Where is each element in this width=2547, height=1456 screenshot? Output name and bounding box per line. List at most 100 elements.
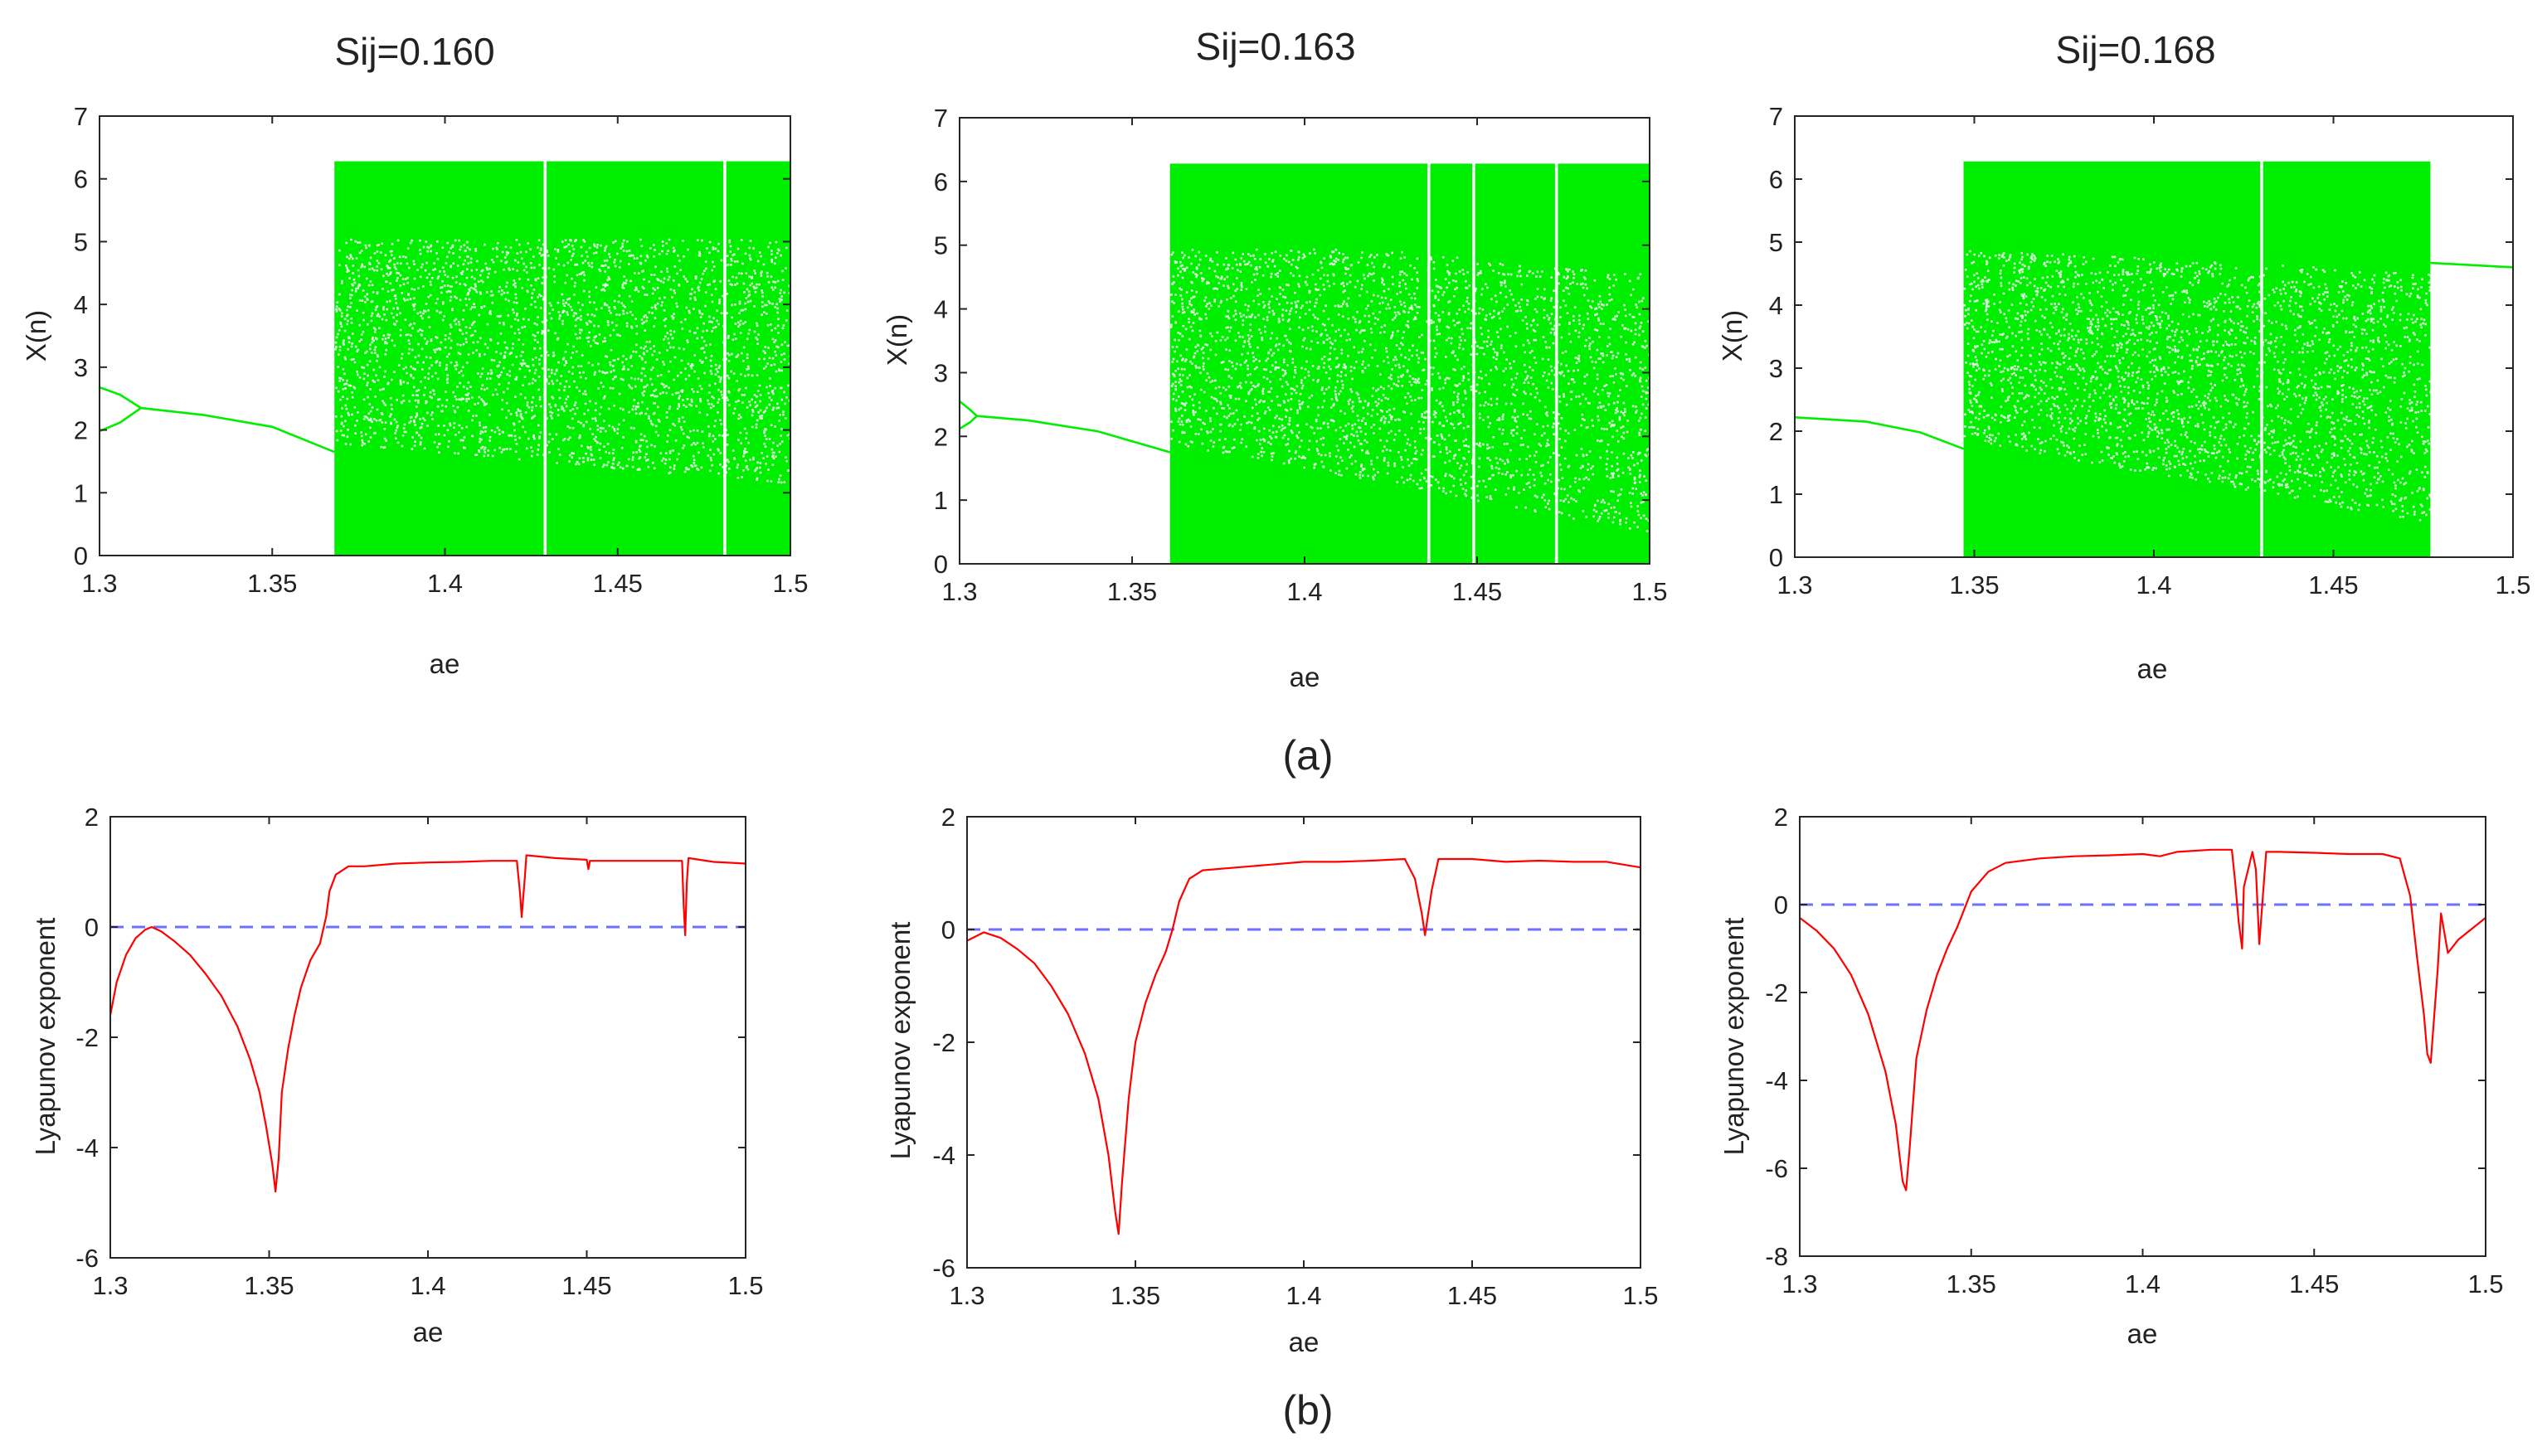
x-tick-label: 1.45 [1447, 1281, 1497, 1310]
y-tick-label: 7 [74, 102, 88, 131]
periodic-branch [976, 415, 1171, 454]
y-tick-label: -4 [1765, 1066, 1788, 1095]
chaotic-band [1963, 161, 2431, 557]
plot-area [1794, 160, 2514, 558]
x-tick-label: 1.35 [1107, 577, 1157, 606]
plot-area [109, 854, 746, 1193]
x-tick-label: 1.3 [941, 577, 977, 606]
periodic-window [723, 160, 727, 556]
periodic-window [1427, 163, 1431, 565]
y-tick-label: 6 [74, 165, 88, 194]
y-tick-label: 0 [934, 550, 948, 579]
x-ticks: 1.3 1.35 1.4 1.45 1.5 [1777, 570, 2530, 599]
y-axis-label: Lyapunov exponent [30, 918, 61, 1156]
x-ticks: 1.3 1.35 1.4 1.45 1.5 [92, 1271, 763, 1300]
caption-b: (b) [1282, 1387, 1333, 1434]
periodic-branch [959, 400, 978, 417]
x-tick-label: 1.4 [2136, 570, 2171, 599]
y-tick-label: 3 [934, 358, 948, 387]
y-tick-label: 1 [1769, 480, 1783, 509]
chart-title: Sij=0.163 [1195, 25, 1355, 68]
x-tick-label: 1.4 [427, 569, 463, 598]
y-tick-label: -8 [1765, 1242, 1788, 1271]
plot-area [99, 160, 793, 556]
y-ticks: 0 1 2 3 4 5 6 7 [1769, 102, 1783, 572]
x-tick-label: 1.35 [1947, 1269, 1996, 1298]
x-tick-label: 1.4 [2125, 1269, 2161, 1298]
x-ticks: 1.3 1.35 1.4 1.45 1.5 [949, 1281, 1658, 1310]
periodic-branch [99, 386, 142, 410]
y-tick-label: 5 [1769, 228, 1783, 257]
plot-area [1799, 848, 2486, 1191]
y-tick-label: 1 [934, 486, 948, 515]
plot-area [966, 857, 1641, 1235]
y-tick-label: 6 [1769, 165, 1783, 194]
y-tick-label: 4 [74, 290, 88, 319]
x-tick-label: 1.35 [247, 569, 297, 598]
y-ticks: -6 -4 -2 0 2 [932, 803, 955, 1283]
x-tick-label: 1.45 [2289, 1269, 2339, 1298]
bifurcation-panel-2: Sij=0.163 1.3 1.35 1.4 1.45 1.5 0 1 2 3 … [882, 25, 1668, 692]
y-tick-label: -6 [932, 1254, 955, 1283]
y-tick-label: 2 [74, 416, 88, 445]
x-tick-label: 1.35 [1111, 1281, 1160, 1310]
y-ticks: -8 -6 -4 -2 0 2 [1765, 803, 1788, 1271]
periodic-branch [959, 415, 978, 430]
x-tick-label: 1.3 [949, 1281, 984, 1310]
y-ticks: 0 1 2 3 4 5 6 7 [74, 102, 88, 570]
y-tick-label: 7 [1769, 102, 1783, 131]
x-axis-label: ae [430, 648, 460, 679]
periodic-branch [1794, 416, 1964, 450]
y-tick-label: 3 [1769, 354, 1783, 383]
y-tick-label: 3 [74, 353, 88, 382]
x-tick-label: 1.45 [561, 1271, 611, 1300]
x-axis-label: ae [1290, 662, 1320, 692]
x-tick-label: 1.5 [1622, 1281, 1658, 1310]
y-tick-label: -6 [1765, 1154, 1788, 1183]
x-axis-label: ae [413, 1317, 444, 1347]
x-tick-label: 1.4 [410, 1271, 445, 1300]
y-tick-label: -2 [932, 1028, 955, 1057]
y-tick-label: 1 [74, 478, 88, 507]
x-axis-label: ae [2137, 653, 2168, 684]
x-tick-label: 1.4 [1286, 577, 1322, 606]
x-tick-label: 1.5 [2467, 1269, 2503, 1298]
y-tick-label: 2 [934, 422, 948, 451]
y-axis-label: X(n) [21, 310, 51, 362]
y-tick-label: 4 [1769, 291, 1783, 320]
y-tick-label: 0 [1774, 891, 1788, 920]
periodic-window [543, 160, 547, 556]
y-tick-label: -4 [75, 1133, 99, 1162]
x-ticks: 1.3 1.35 1.4 1.45 1.5 [941, 577, 1667, 606]
bifurcation-panel-3: Sij=0.168 1.3 1.35 1.4 1.45 1.5 0 1 2 3 … [1717, 28, 2531, 684]
x-tick-label: 1.3 [81, 569, 117, 598]
plot-area [959, 163, 1652, 565]
caption-a: (a) [1282, 732, 1333, 779]
chart-title: Sij=0.168 [2055, 28, 2215, 71]
x-tick-label: 1.5 [772, 569, 808, 598]
periodic-branch [2430, 261, 2514, 269]
y-tick-label: 4 [934, 295, 948, 324]
y-tick-label: 6 [934, 167, 948, 197]
y-ticks: -6 -4 -2 0 2 [75, 803, 99, 1273]
x-tick-label: 1.3 [1777, 570, 1812, 599]
x-axis-label: ae [1289, 1327, 1320, 1357]
periodic-branch [99, 407, 142, 433]
x-ticks: 1.3 1.35 1.4 1.45 1.5 [81, 569, 808, 598]
y-tick-label: 2 [941, 803, 955, 832]
x-tick-label: 1.35 [1949, 570, 1999, 599]
y-axis-label: X(n) [882, 314, 912, 366]
x-tick-label: 1.5 [727, 1271, 763, 1300]
y-tick-label: 2 [1769, 417, 1783, 446]
y-ticks: 0 1 2 3 4 5 6 7 [934, 104, 948, 579]
sparse-orbit-points [334, 238, 793, 484]
x-tick-label: 1.35 [244, 1271, 294, 1300]
x-tick-label: 1.3 [1781, 1269, 1817, 1298]
x-tick-label: 1.3 [92, 1271, 128, 1300]
sparse-orbit-points [1169, 248, 1652, 532]
x-tick-label: 1.45 [1452, 577, 1502, 606]
y-tick-label: 0 [1769, 543, 1783, 572]
lyapunov-series-line [1799, 848, 2486, 1191]
y-tick-label: 0 [85, 913, 99, 942]
